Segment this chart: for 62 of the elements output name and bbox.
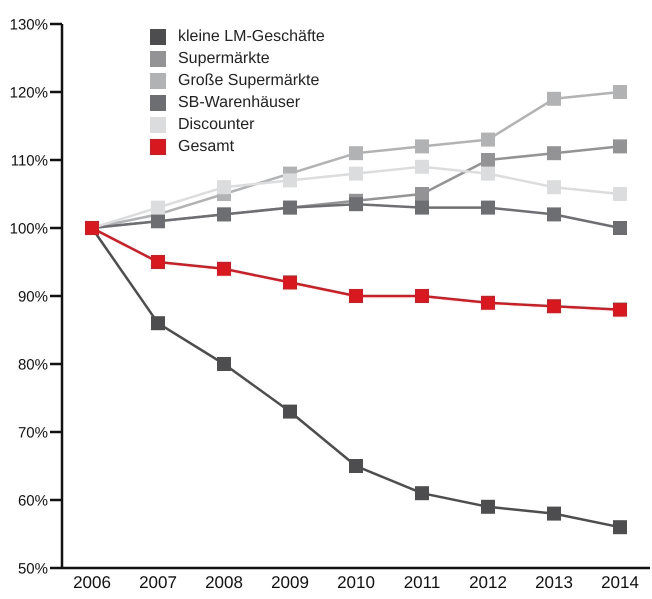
point bbox=[547, 506, 561, 521]
point bbox=[547, 207, 561, 222]
point bbox=[613, 187, 627, 201]
x-tick-label: 2010 bbox=[337, 573, 375, 592]
y-tick-label: 90% bbox=[18, 288, 48, 306]
point bbox=[613, 520, 627, 534]
y-tick-label: 70% bbox=[18, 424, 48, 442]
legend-label: Discounter bbox=[178, 115, 254, 135]
point bbox=[415, 200, 429, 215]
x-tick-label: 2011 bbox=[404, 573, 440, 592]
x-tick-label: 2008 bbox=[205, 573, 243, 592]
y-tick-label: 50% bbox=[18, 560, 48, 578]
legend-label: Große Supermärkte bbox=[178, 71, 320, 91]
point bbox=[283, 173, 297, 188]
y-tick-label: 60% bbox=[18, 492, 48, 510]
point bbox=[349, 459, 363, 473]
point bbox=[613, 85, 627, 99]
point bbox=[481, 153, 495, 167]
y-tick-label: 100% bbox=[10, 220, 48, 238]
point bbox=[283, 404, 297, 419]
point bbox=[151, 316, 165, 330]
x-tick-label: 2007 bbox=[139, 573, 177, 592]
x-tick-label: 2013 bbox=[535, 573, 573, 592]
legend-label: SB-Warenhäuser bbox=[178, 93, 300, 113]
point bbox=[349, 289, 363, 303]
legend-label: Supermärkte bbox=[178, 49, 270, 69]
point bbox=[613, 139, 627, 154]
y-tick-label: 130% bbox=[10, 16, 48, 34]
point bbox=[349, 197, 363, 212]
point bbox=[547, 92, 561, 106]
point bbox=[547, 146, 561, 160]
point bbox=[481, 296, 495, 310]
x-tick-label: 2006 bbox=[73, 573, 111, 592]
point bbox=[547, 299, 561, 314]
point bbox=[415, 160, 429, 174]
point bbox=[547, 180, 561, 194]
point bbox=[217, 357, 231, 371]
point bbox=[415, 187, 429, 201]
point bbox=[349, 146, 363, 160]
point bbox=[151, 200, 165, 215]
legend-label: kleine LM-Geschäfte bbox=[178, 27, 325, 47]
point bbox=[151, 255, 165, 269]
x-tick-label: 2009 bbox=[271, 573, 309, 592]
point bbox=[613, 221, 627, 235]
y-tick-label: 80% bbox=[18, 356, 48, 374]
x-tick-label: 2012 bbox=[469, 573, 507, 592]
point bbox=[481, 166, 495, 181]
y-tick-label: 120% bbox=[10, 84, 48, 102]
point bbox=[283, 275, 297, 290]
point bbox=[415, 486, 429, 500]
point bbox=[217, 262, 231, 276]
point bbox=[217, 180, 231, 194]
point bbox=[481, 200, 495, 215]
point bbox=[613, 302, 627, 317]
point bbox=[349, 166, 363, 181]
point bbox=[415, 289, 429, 303]
x-tick-label: 2014 bbox=[601, 573, 639, 592]
point bbox=[415, 139, 429, 154]
point bbox=[481, 132, 495, 147]
point bbox=[481, 500, 495, 514]
y-tick-label: 110% bbox=[10, 152, 48, 170]
legend-label: Gesamt bbox=[178, 137, 234, 157]
